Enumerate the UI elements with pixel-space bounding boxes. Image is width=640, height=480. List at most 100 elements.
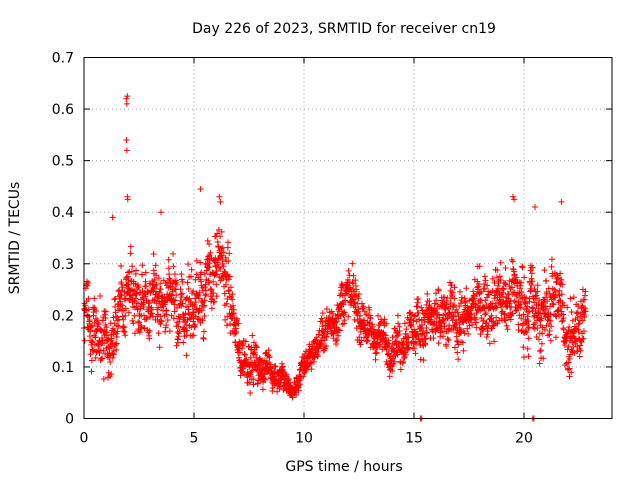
data-point (345, 313, 352, 320)
data-point (119, 284, 126, 291)
data-point (213, 281, 220, 288)
data-point (565, 366, 572, 373)
data-point (373, 349, 380, 356)
data-point (199, 317, 206, 324)
data-point (185, 261, 192, 268)
data-point (335, 332, 342, 339)
data-point (444, 315, 451, 322)
data-point (519, 264, 526, 271)
data-point (525, 335, 532, 342)
data-point (357, 341, 364, 348)
data-point (206, 241, 213, 248)
data-point (432, 290, 439, 297)
data-point (484, 282, 491, 289)
data-point (81, 337, 88, 344)
data-point (148, 304, 155, 311)
y-tick-label: 0.5 (52, 154, 74, 170)
data-point (267, 365, 274, 372)
data-point (155, 330, 162, 337)
data-point (451, 302, 458, 309)
data-point (447, 300, 454, 307)
data-point (222, 281, 229, 288)
data-point (158, 209, 164, 216)
data-point (236, 345, 243, 352)
data-point (476, 281, 483, 288)
data-point (526, 308, 533, 315)
data-point (293, 391, 300, 398)
data-point (423, 308, 430, 315)
data-point (395, 320, 402, 327)
data-point (112, 313, 119, 320)
data-point (520, 354, 527, 361)
data-point (184, 279, 191, 286)
data-point (134, 306, 141, 313)
data-point (466, 322, 473, 329)
data-point (418, 321, 425, 328)
data-point (525, 318, 532, 325)
data-point (478, 288, 485, 295)
data-point (381, 335, 388, 342)
data-point (534, 288, 541, 295)
data-point (433, 297, 440, 304)
data-point (458, 328, 465, 335)
data-point (411, 345, 418, 352)
data-point (141, 290, 148, 297)
data-point (538, 315, 545, 322)
data-point (321, 337, 328, 344)
data-point (350, 296, 357, 303)
data-point (473, 324, 480, 331)
data-point (454, 309, 461, 316)
data-point (125, 309, 132, 316)
data-point (94, 319, 101, 326)
data-point (226, 273, 233, 280)
y-tick-label: 0.2 (52, 308, 74, 324)
data-point (155, 275, 162, 282)
data-point (550, 301, 557, 308)
data-point (335, 326, 342, 333)
data-point (442, 304, 449, 311)
data-point (279, 363, 286, 370)
data-point (85, 306, 92, 313)
data-point (528, 281, 535, 288)
data-point (560, 315, 567, 322)
data-point (568, 309, 575, 316)
data-point (391, 325, 398, 332)
x-axis-label: GPS time / hours (285, 459, 402, 475)
data-point (531, 286, 538, 293)
data-point (101, 340, 108, 347)
data-point (494, 267, 501, 274)
data-point (558, 318, 565, 325)
plot-frame (83, 57, 613, 419)
data-point (567, 295, 574, 302)
data-point (259, 386, 266, 393)
data-point (124, 196, 131, 203)
data-point (351, 316, 358, 323)
data-point (100, 375, 107, 382)
data-point (230, 306, 237, 313)
data-point (153, 272, 160, 279)
data-point (421, 311, 428, 318)
data-point (127, 250, 134, 257)
data-point (465, 331, 472, 338)
data-point (163, 282, 170, 289)
data-point (385, 351, 392, 358)
data-point (208, 305, 215, 312)
data-point (402, 351, 409, 358)
data-point (435, 287, 442, 294)
data-point (196, 289, 203, 296)
data-point (386, 352, 393, 359)
data-point (101, 311, 108, 318)
data-point (407, 322, 414, 329)
data-point (511, 196, 518, 203)
data-point (541, 267, 548, 274)
data-point (566, 373, 573, 380)
data-point (122, 332, 129, 339)
data-point (109, 214, 116, 221)
data-point (524, 303, 531, 310)
y-axis-label: SRMTID / TECUs (7, 182, 23, 295)
data-point (146, 335, 153, 342)
data-point (375, 312, 382, 319)
data-point (459, 339, 466, 346)
data-point (341, 309, 348, 316)
data-point (525, 353, 532, 360)
